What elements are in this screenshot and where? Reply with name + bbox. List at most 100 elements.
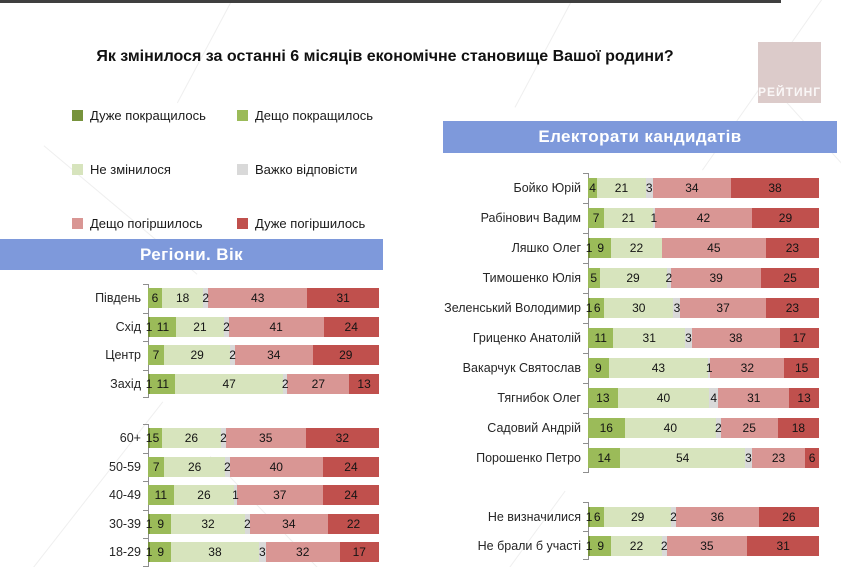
bar-segment: 2 [229,345,236,366]
bar-segment: 30 [604,298,674,318]
legend-item-somewhat-worsened: Дещо погіршилось [72,212,237,234]
category-label: 40-49 [109,488,141,503]
bar-segment: 16 [588,418,625,438]
bar-segment: 38 [731,178,819,198]
bar-segment: 37 [680,298,766,318]
segment-value: 32 [335,431,350,446]
segment-value: 2 [223,459,231,474]
chart-age: 60+ 1 5 26 2 35 32 50-59 7 26 2 40 24 40-49 11 26 1 37 24 3… [0,424,379,567]
bar-segment: 1 [586,298,592,318]
category-label: Південь [95,291,141,306]
bar-segment: 17 [339,542,379,563]
segment-value: 13 [357,376,371,391]
segment-value: 7 [592,211,600,225]
segment-value: 7 [152,459,160,474]
segment-value: 9 [157,516,165,531]
chart-row: Центр 7 29 2 34 29 [0,341,379,370]
bar-segment: 11 [148,485,174,506]
bar-segment: 29 [604,506,672,527]
stacked-bar: 5 29 2 39 25 [588,268,819,288]
bar-segment: 1 [586,535,592,556]
chart-row: Бойко Юрій 4 21 3 34 38 [360,173,819,203]
bar-segment: 25 [761,268,819,288]
category-label: Тимошенко Юлія [482,271,581,285]
category-label: Не брали б участі [477,538,581,553]
segment-value: 41 [269,319,283,334]
bar-segment: 3 [685,328,692,348]
segment-value: 40 [656,391,671,405]
segment-value: 45 [707,241,721,255]
stacked-bar: 7 21 1 42 29 [588,208,819,228]
bar-segment: 22 [328,513,379,534]
bar-segment: 31 [613,328,686,348]
bar-segment: 6 [590,298,605,318]
bar-segment: 35 [666,535,748,556]
segment-value: 2 [223,319,230,334]
stacked-bar: 14 54 3 23 6 [588,448,819,468]
segment-value: 23 [785,301,800,315]
segment-value: 9 [157,545,165,560]
legend-swatch-somewhat-improved [237,109,248,121]
segment-value: 32 [740,361,755,375]
bar-segment: 4 [588,178,598,198]
bar-segment: 29 [312,345,379,366]
legend-swatch-no-change [72,163,83,175]
legend-label: Не змінилося [90,161,171,177]
legend-item-much-worsened: Дуже погіршилось [237,212,402,234]
segment-value: 18 [175,291,190,306]
segment-value: 47 [222,376,236,391]
segment-value: 1 [145,431,153,446]
segment-value: 2 [243,516,251,531]
segment-value: 30 [632,301,646,315]
bar-segment: 41 [228,316,324,337]
stacked-bar: 1 11 47 2 27 13 [145,373,379,394]
bar-segment: 24 [322,485,379,506]
chart-row: 50-59 7 26 2 40 24 [0,452,379,482]
stacked-bar: 4 21 3 34 38 [588,178,819,198]
segment-value: 29 [630,509,645,524]
bar-segment: 40 [624,418,717,438]
segment-value: 11 [594,331,607,345]
segment-value: 7 [152,348,160,363]
bar-segment: 2 [243,513,251,534]
chart-row: Не брали б участі 1 9 22 2 35 31 [360,531,819,560]
segment-value: 1 [145,376,153,391]
segment-value: 17 [792,331,807,345]
segment-value: 31 [336,291,350,306]
category-label: Тягнибок Олег [497,391,581,405]
segment-value: 1 [232,488,239,503]
segment-value: 4 [589,181,596,195]
segment-value: 21 [621,211,636,225]
bar-segment: 38 [691,328,780,348]
chart-row: Тягнибок Олег 13 40 4 31 13 [360,383,819,413]
segment-value: 37 [273,488,287,503]
bar-segment: 9 [588,358,609,378]
bar-segment: 1 [146,316,152,337]
legend: Дуже покращилось Дещо покращилось Не змі… [72,104,402,234]
segment-value: 2 [220,431,227,446]
legend-swatch-somewhat-worsened [72,217,83,229]
bar-segment: 1 [145,428,153,449]
legend-item-no-change: Не змінилося [72,158,237,180]
bar-segment: 1 [706,358,713,378]
chart-row: Не визначилися 1 6 29 2 36 26 [360,502,819,531]
segment-value: 1 [145,545,153,560]
category-label: Захід [110,376,141,391]
segment-value: 3 [745,451,752,465]
rating-group-logo: РЕЙТИНГ [758,42,821,103]
stacked-bar: 7 26 2 40 24 [148,456,379,477]
bar-segment: 29 [599,268,667,288]
category-label: Порошенко Петро [476,451,581,465]
bar-segment: 6 [590,506,605,527]
bar-segment: 4 [709,388,719,408]
stacked-bar: 1 9 22 45 23 [586,238,819,258]
bar-segment: 35 [225,428,306,449]
category-label: Центр [105,348,141,363]
bar-segment: 36 [675,506,759,527]
bar-segment: 7 [148,345,164,366]
segment-value: 21 [193,319,207,334]
bar-segment: 13 [588,388,618,408]
segment-value: 9 [597,241,605,255]
stacked-bar: 6 18 2 43 31 [148,288,379,309]
